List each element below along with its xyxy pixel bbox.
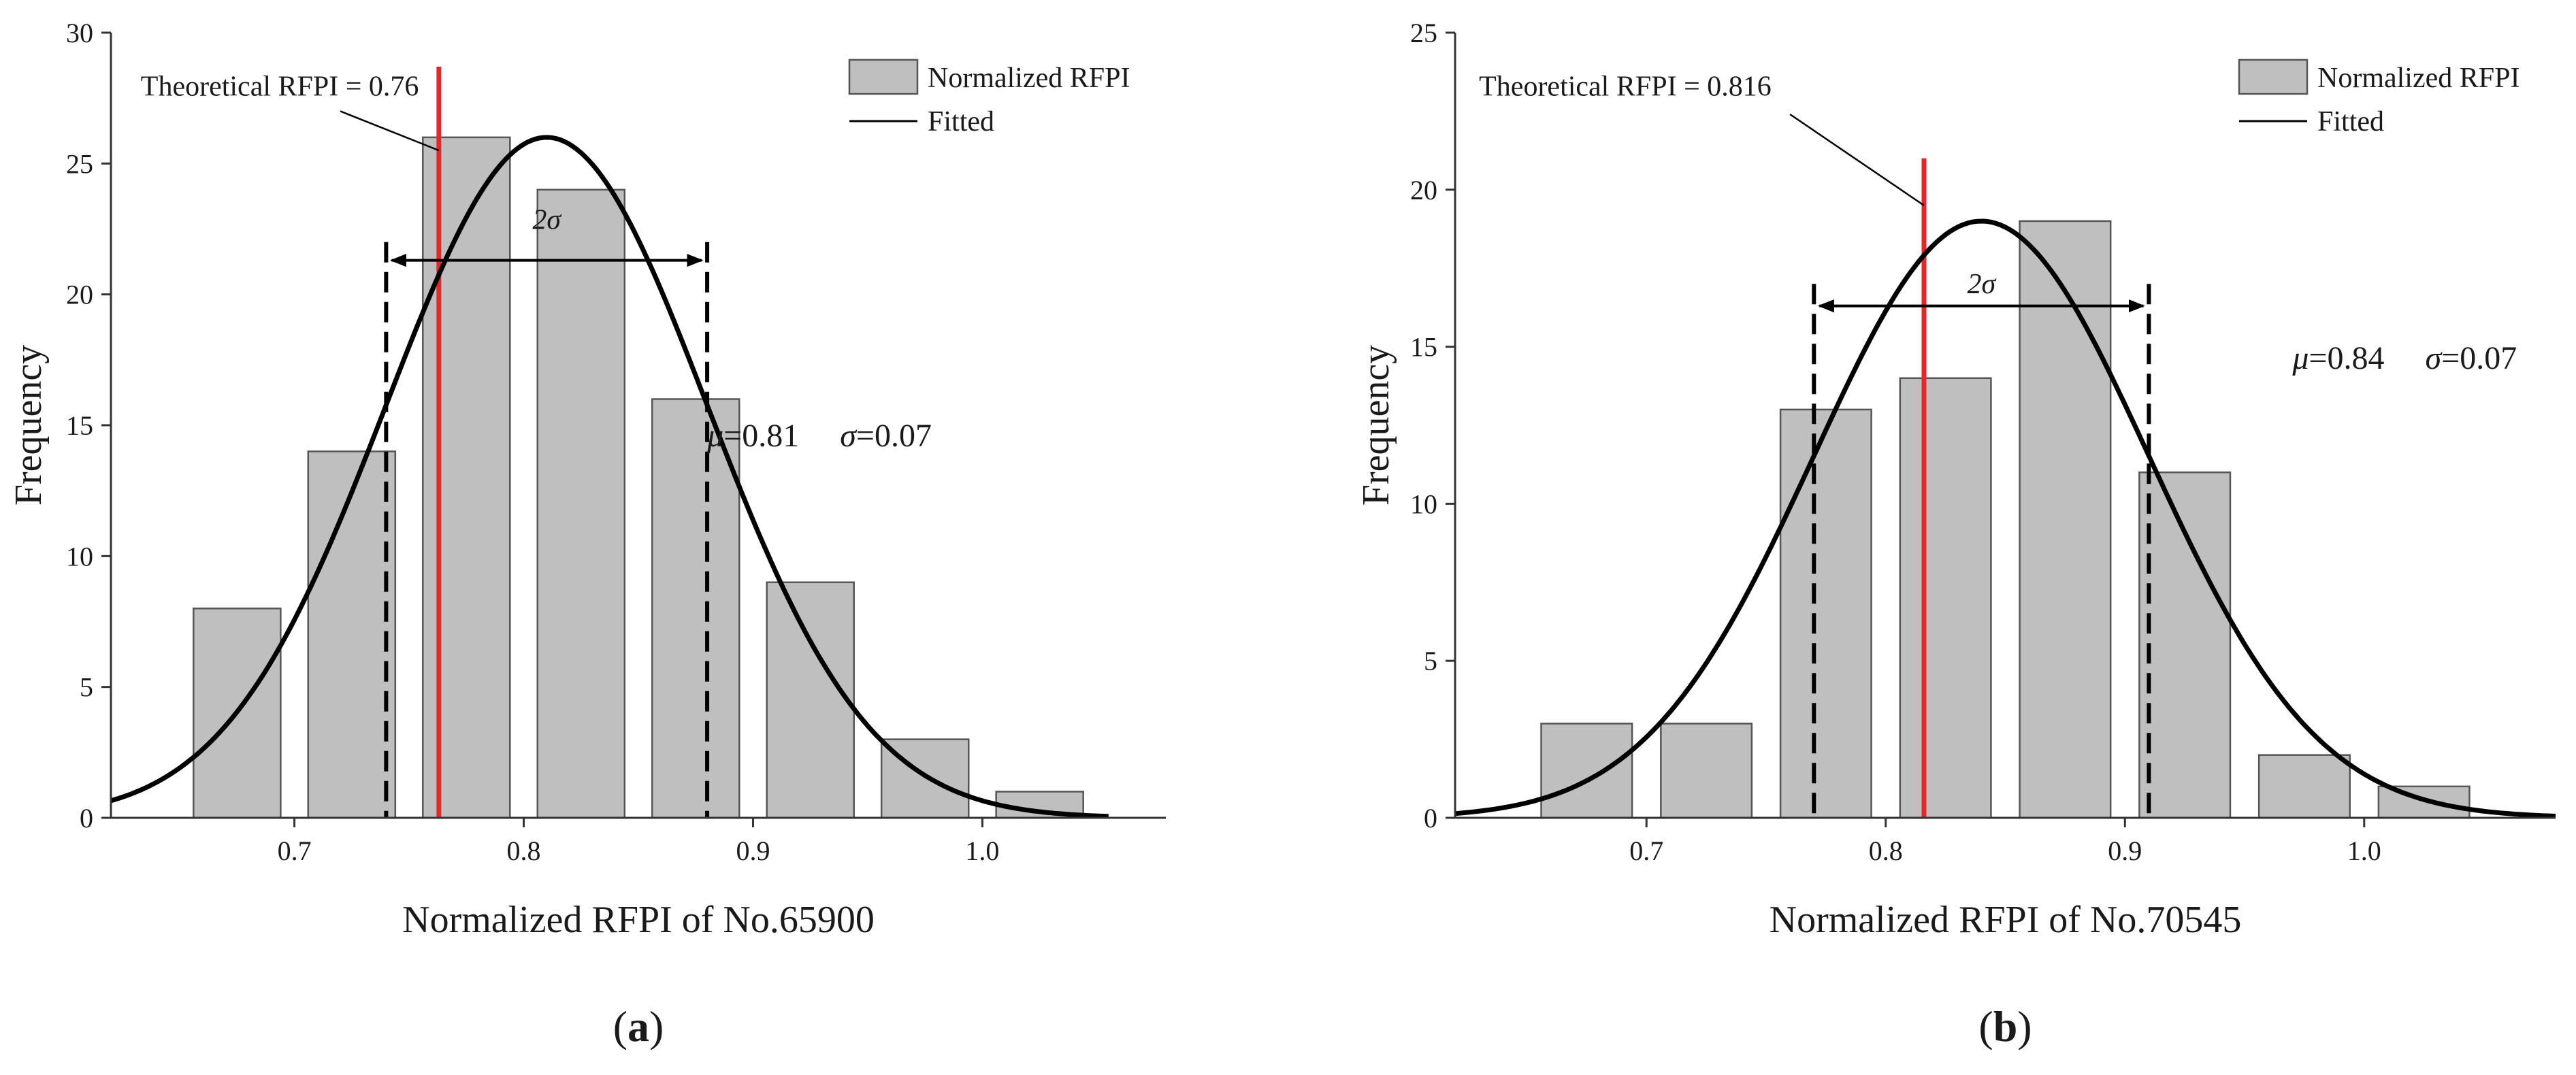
x-tick-label: 0.9	[2108, 836, 2142, 866]
histogram-bar	[1779, 408, 1872, 819]
x-tick-label: 0.8	[507, 836, 541, 866]
y-tick-label: 20	[1410, 175, 1437, 205]
histogram-bar	[766, 581, 855, 819]
x-tick-label: 1.0	[2347, 836, 2381, 866]
mu-value: =0.84	[2309, 340, 2384, 376]
legend-bar-label: Normalized RFPI	[928, 63, 1130, 94]
legend-bar-swatch	[848, 59, 919, 95]
histogram-bars	[1540, 220, 2471, 819]
panel-label: (b)	[1978, 1002, 2032, 1051]
panel-label: (a)	[613, 1002, 664, 1051]
panel-label-letter: b	[1993, 1002, 2018, 1051]
histogram-bars	[193, 136, 1084, 819]
sigma-value: =0.07	[2441, 340, 2517, 376]
theoretical-leader-line	[340, 110, 440, 152]
theoretical-leader-line	[1789, 113, 1925, 206]
theoretical-label: Theoretical RFPI = 0.816	[1479, 71, 1772, 102]
x-axis-title: Normalized RFPI of No.65900	[402, 899, 875, 941]
y-axis-title: Frequency	[1355, 345, 1397, 506]
histogram-bar	[1660, 723, 1753, 819]
y-tick-label: 10	[1410, 489, 1437, 519]
fit-statistics: μ=0.84 σ=0.07	[2292, 340, 2517, 376]
x-tick-label: 1.0	[965, 836, 999, 866]
y-axis-title: Frequency	[7, 345, 50, 506]
histogram-bar	[2019, 220, 2112, 819]
x-tick-label: 0.7	[1629, 836, 1663, 866]
y-tick-label: 25	[1410, 18, 1437, 48]
sigma-symbol: σ	[2425, 340, 2443, 376]
y-tick-label: 30	[66, 18, 93, 48]
panel-a: 2σ Theoretical RFPI = 0.76 μ=0.81 σ=0.07 Nor…	[7, 18, 1166, 1051]
y-tick-label: 5	[80, 672, 93, 703]
sigma-span-label: 2σ	[1967, 269, 1997, 300]
legend-bar-swatch	[2238, 59, 2309, 95]
legend-line-label: Fitted	[928, 106, 994, 137]
y-tick-label: 0	[80, 803, 93, 833]
panel-label-close-paren: )	[649, 1002, 664, 1051]
legend-bar-label: Normalized RFPI	[2317, 63, 2520, 94]
histogram-bar	[651, 398, 740, 819]
y-tick-label: 5	[1424, 646, 1437, 676]
mu-value: =0.81	[723, 418, 799, 454]
mu-symbol: μ	[706, 418, 723, 454]
sigma-span-label: 2σ	[532, 205, 562, 236]
legend: Normalized RFPI Fitted	[848, 59, 1130, 137]
histogram-bar	[1899, 377, 1992, 819]
histogram-bar	[2377, 785, 2471, 819]
panel-label-open-paren: (	[1978, 1002, 1993, 1051]
y-tick-label: 15	[66, 410, 93, 441]
x-axis-title: Normalized RFPI of No.70545	[1770, 899, 2242, 941]
histogram-bar	[2257, 754, 2351, 819]
histogram-bar	[2138, 471, 2232, 819]
legend-line-label: Fitted	[2317, 106, 2384, 137]
fitted-curve	[1454, 218, 2556, 818]
x-tick-label: 0.7	[278, 836, 312, 866]
fit-statistics: μ=0.81 σ=0.07	[706, 418, 932, 454]
y-tick-label: 25	[66, 148, 93, 179]
histogram-bar	[1540, 723, 1633, 819]
panel-label-open-paren: (	[613, 1002, 627, 1051]
x-tick-label: 0.9	[736, 836, 770, 866]
sigma-symbol: σ	[840, 418, 858, 454]
histogram-bar	[422, 136, 511, 819]
mu-symbol: μ	[2292, 340, 2309, 376]
theoretical-label: Theoretical RFPI = 0.76	[141, 71, 419, 102]
y-tick-label: 0	[1424, 803, 1437, 833]
panel-label-letter: a	[627, 1002, 649, 1051]
histogram-bar	[307, 450, 397, 819]
y-tick-label: 10	[66, 541, 93, 572]
sigma-value: =0.07	[856, 418, 932, 454]
fitted-curve	[110, 135, 1109, 819]
y-tick-label: 20	[66, 280, 93, 310]
y-tick-label: 15	[1410, 332, 1437, 363]
legend: Normalized RFPI Fitted	[2238, 59, 2520, 137]
panel-b: 2σ Theoretical RFPI = 0.816 μ=0.84 σ=0.07 No…	[1355, 18, 2556, 1051]
histogram-bar	[536, 188, 626, 819]
panel-label-close-paren: )	[2017, 1002, 2032, 1051]
x-tick-label: 0.8	[1869, 836, 1903, 866]
